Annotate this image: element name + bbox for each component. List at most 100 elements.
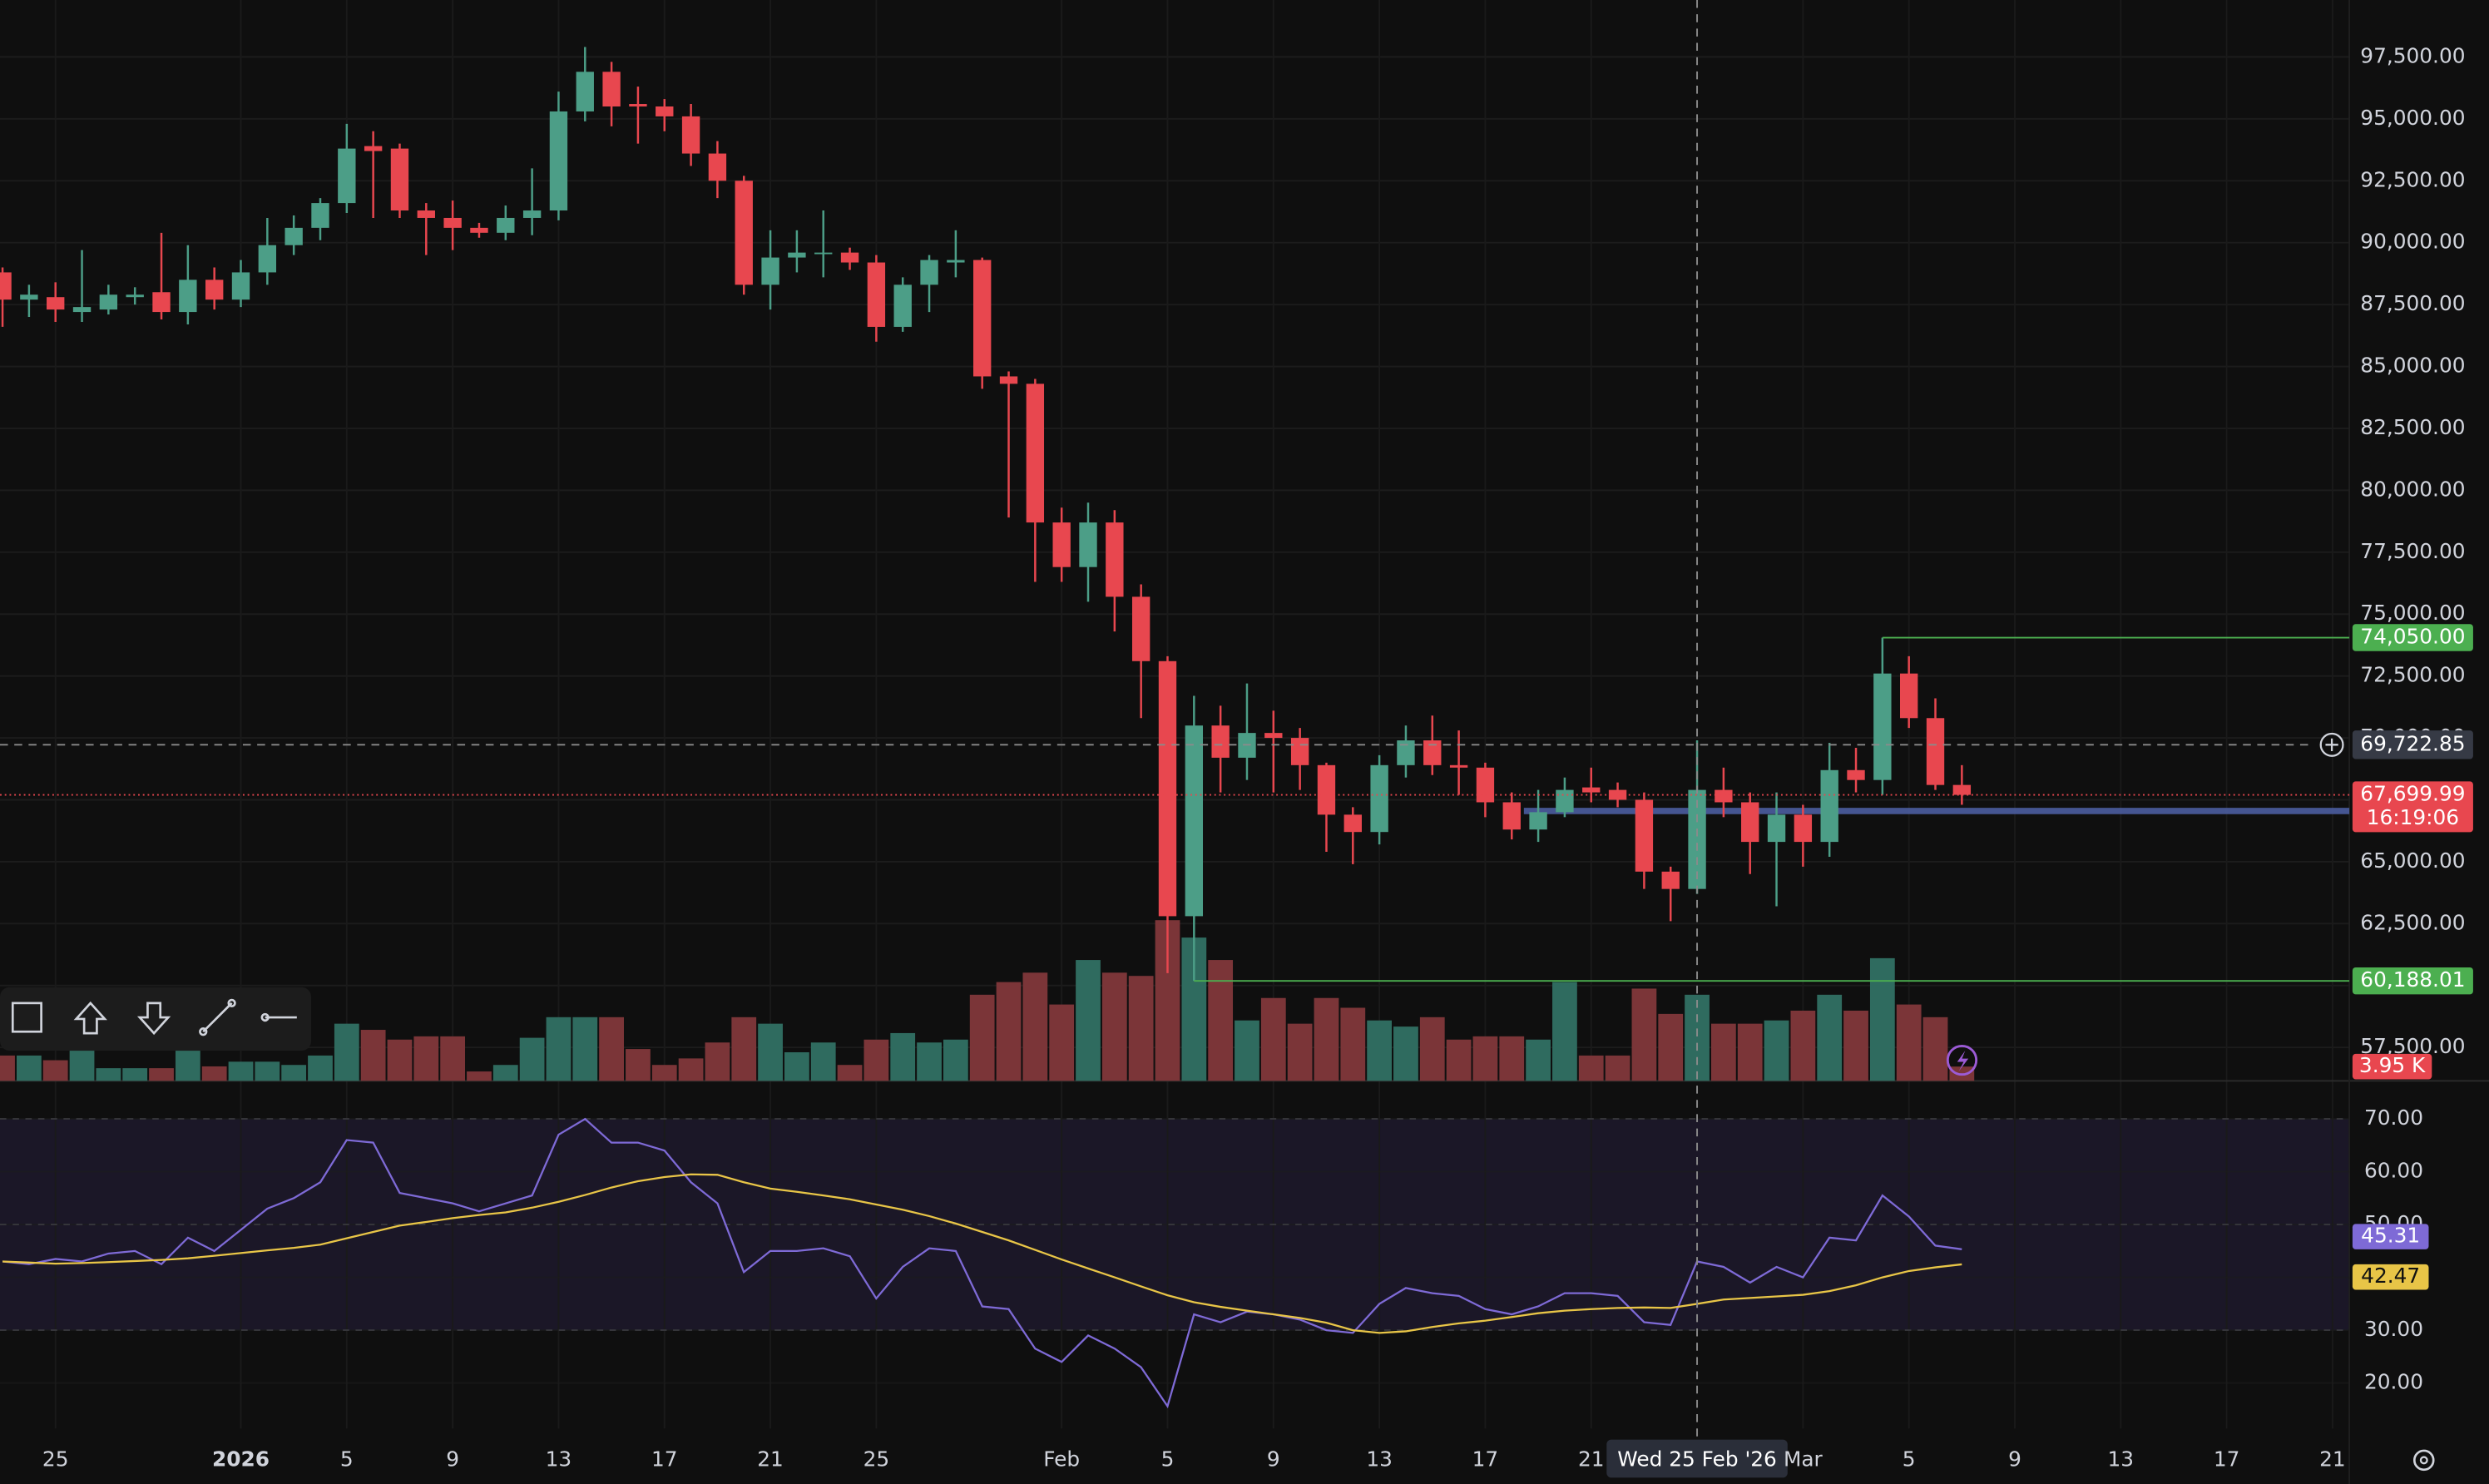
volume-bar <box>626 1049 651 1081</box>
volume-bar <box>969 994 995 1081</box>
settings-hub[interactable] <box>2419 1456 2428 1465</box>
candle-body <box>1502 802 1521 830</box>
volume-bar <box>678 1058 704 1081</box>
alert-bolt[interactable] <box>1957 1051 1969 1071</box>
settings-icon[interactable] <box>2412 1449 2435 1472</box>
volume-bar <box>334 1023 359 1081</box>
volume-bar <box>810 1042 836 1081</box>
x-tick-label: 5 <box>1161 1447 1175 1471</box>
volume-bar <box>1922 1017 1948 1081</box>
volume-bar <box>1578 1055 1604 1081</box>
rsi-line <box>2 1173 1962 1334</box>
candle-body <box>364 146 383 151</box>
volume-bar <box>360 1030 386 1081</box>
y-tick-label: 82,500.00 <box>2360 415 2465 439</box>
volume-bar <box>1128 976 1154 1081</box>
candle-body <box>602 72 621 107</box>
x-tick-label: 21 <box>2319 1447 2346 1471</box>
volume-bar <box>651 1065 677 1081</box>
ray-tool[interactable] <box>260 1012 297 1022</box>
volume-label: 3.95 K <box>2359 1053 2426 1077</box>
volume-bar <box>281 1065 307 1081</box>
x-tick-label: 21 <box>1578 1447 1605 1471</box>
settings-gear[interactable] <box>2412 1449 2435 1472</box>
candle-body <box>1952 784 1972 795</box>
volume-bar <box>1367 1020 1393 1081</box>
candle-body <box>1106 522 1124 597</box>
volume-bar <box>572 1017 598 1081</box>
y-tick-label: 87,500.00 <box>2360 291 2465 315</box>
candle-body <box>840 252 859 263</box>
candle-body <box>338 148 356 204</box>
candle-body <box>1026 383 1045 523</box>
volume-bar <box>1208 960 1234 1081</box>
candle-body <box>1476 767 1495 803</box>
candle-body <box>1741 802 1759 843</box>
volume-bar <box>943 1039 968 1081</box>
x-tick-label: 21 <box>757 1447 784 1471</box>
candle-body <box>179 279 197 313</box>
volume-bar <box>1764 1020 1789 1081</box>
candle-body <box>1423 740 1442 765</box>
candle-body <box>311 203 329 228</box>
volume-bar <box>519 1037 545 1081</box>
candle-body <box>1608 789 1627 800</box>
candle-body <box>629 104 647 107</box>
volume-bar <box>42 1060 68 1081</box>
volume-bar <box>122 1068 148 1081</box>
volume-bar <box>1393 1026 1418 1081</box>
short-tool[interactable] <box>136 1002 171 1036</box>
candle-body <box>1847 769 1865 780</box>
volume-bar <box>467 1071 492 1081</box>
volume-bar <box>1631 988 1657 1081</box>
volume-bar <box>1605 1055 1630 1081</box>
volume-bar <box>731 1017 757 1081</box>
volume-bar <box>1235 1020 1259 1081</box>
volume-bar <box>784 1051 809 1081</box>
toolbar-panel <box>0 987 311 1051</box>
countdown-label: 16:19:06 <box>2367 805 2459 829</box>
volume-bar <box>1896 1004 1922 1081</box>
trend-line-tool[interactable] <box>199 998 236 1036</box>
long-tool[interactable] <box>73 1001 107 1035</box>
crosshair-price-label: 69,722.85 <box>2360 731 2465 755</box>
volume-bar <box>1790 1010 1816 1081</box>
y-tick-label: 95,000.00 <box>2360 106 2465 130</box>
candle-body <box>1317 764 1336 815</box>
candle-body <box>788 252 806 258</box>
candle-body <box>20 294 38 300</box>
volume-bar <box>201 1066 227 1081</box>
candle-body <box>1715 789 1733 803</box>
candle-body <box>735 181 753 285</box>
candle-body <box>1820 769 1838 843</box>
volume-bar <box>1101 972 1127 1081</box>
candle-body <box>1635 799 1654 872</box>
volume-bar <box>1843 1010 1868 1081</box>
volume-bar <box>1552 982 1577 1081</box>
x-tick-label: 13 <box>546 1447 572 1471</box>
volume-bar <box>1446 1039 1472 1081</box>
alert-icon[interactable] <box>1946 1044 1978 1076</box>
y-tick-label: 80,000.00 <box>2360 477 2465 501</box>
candle-body <box>152 292 171 313</box>
volume-bar <box>705 1042 730 1081</box>
volume-bar <box>837 1065 863 1081</box>
alert-circle[interactable] <box>1946 1044 1978 1076</box>
candle-body <box>920 260 938 285</box>
volume-bar <box>1287 1023 1313 1081</box>
crosshair-date-label: Wed 25 Feb '26 <box>1617 1447 1777 1471</box>
candle-body <box>1397 740 1415 765</box>
volume-bar <box>1472 1036 1498 1081</box>
rsi-value-box <box>2352 1264 2429 1290</box>
volume-bar <box>1711 1023 1736 1081</box>
candle-body <box>761 257 779 285</box>
rect-tool[interactable] <box>11 1002 42 1033</box>
crosshair-add-plus <box>2325 738 2338 751</box>
volume-bar <box>1658 1013 1684 1081</box>
candle-body <box>443 217 462 228</box>
volume-bar <box>255 1061 280 1081</box>
x-tick-label: 17 <box>1472 1447 1499 1471</box>
candle-body <box>205 279 224 300</box>
candle-body <box>1767 814 1786 843</box>
candle-body <box>231 272 250 300</box>
